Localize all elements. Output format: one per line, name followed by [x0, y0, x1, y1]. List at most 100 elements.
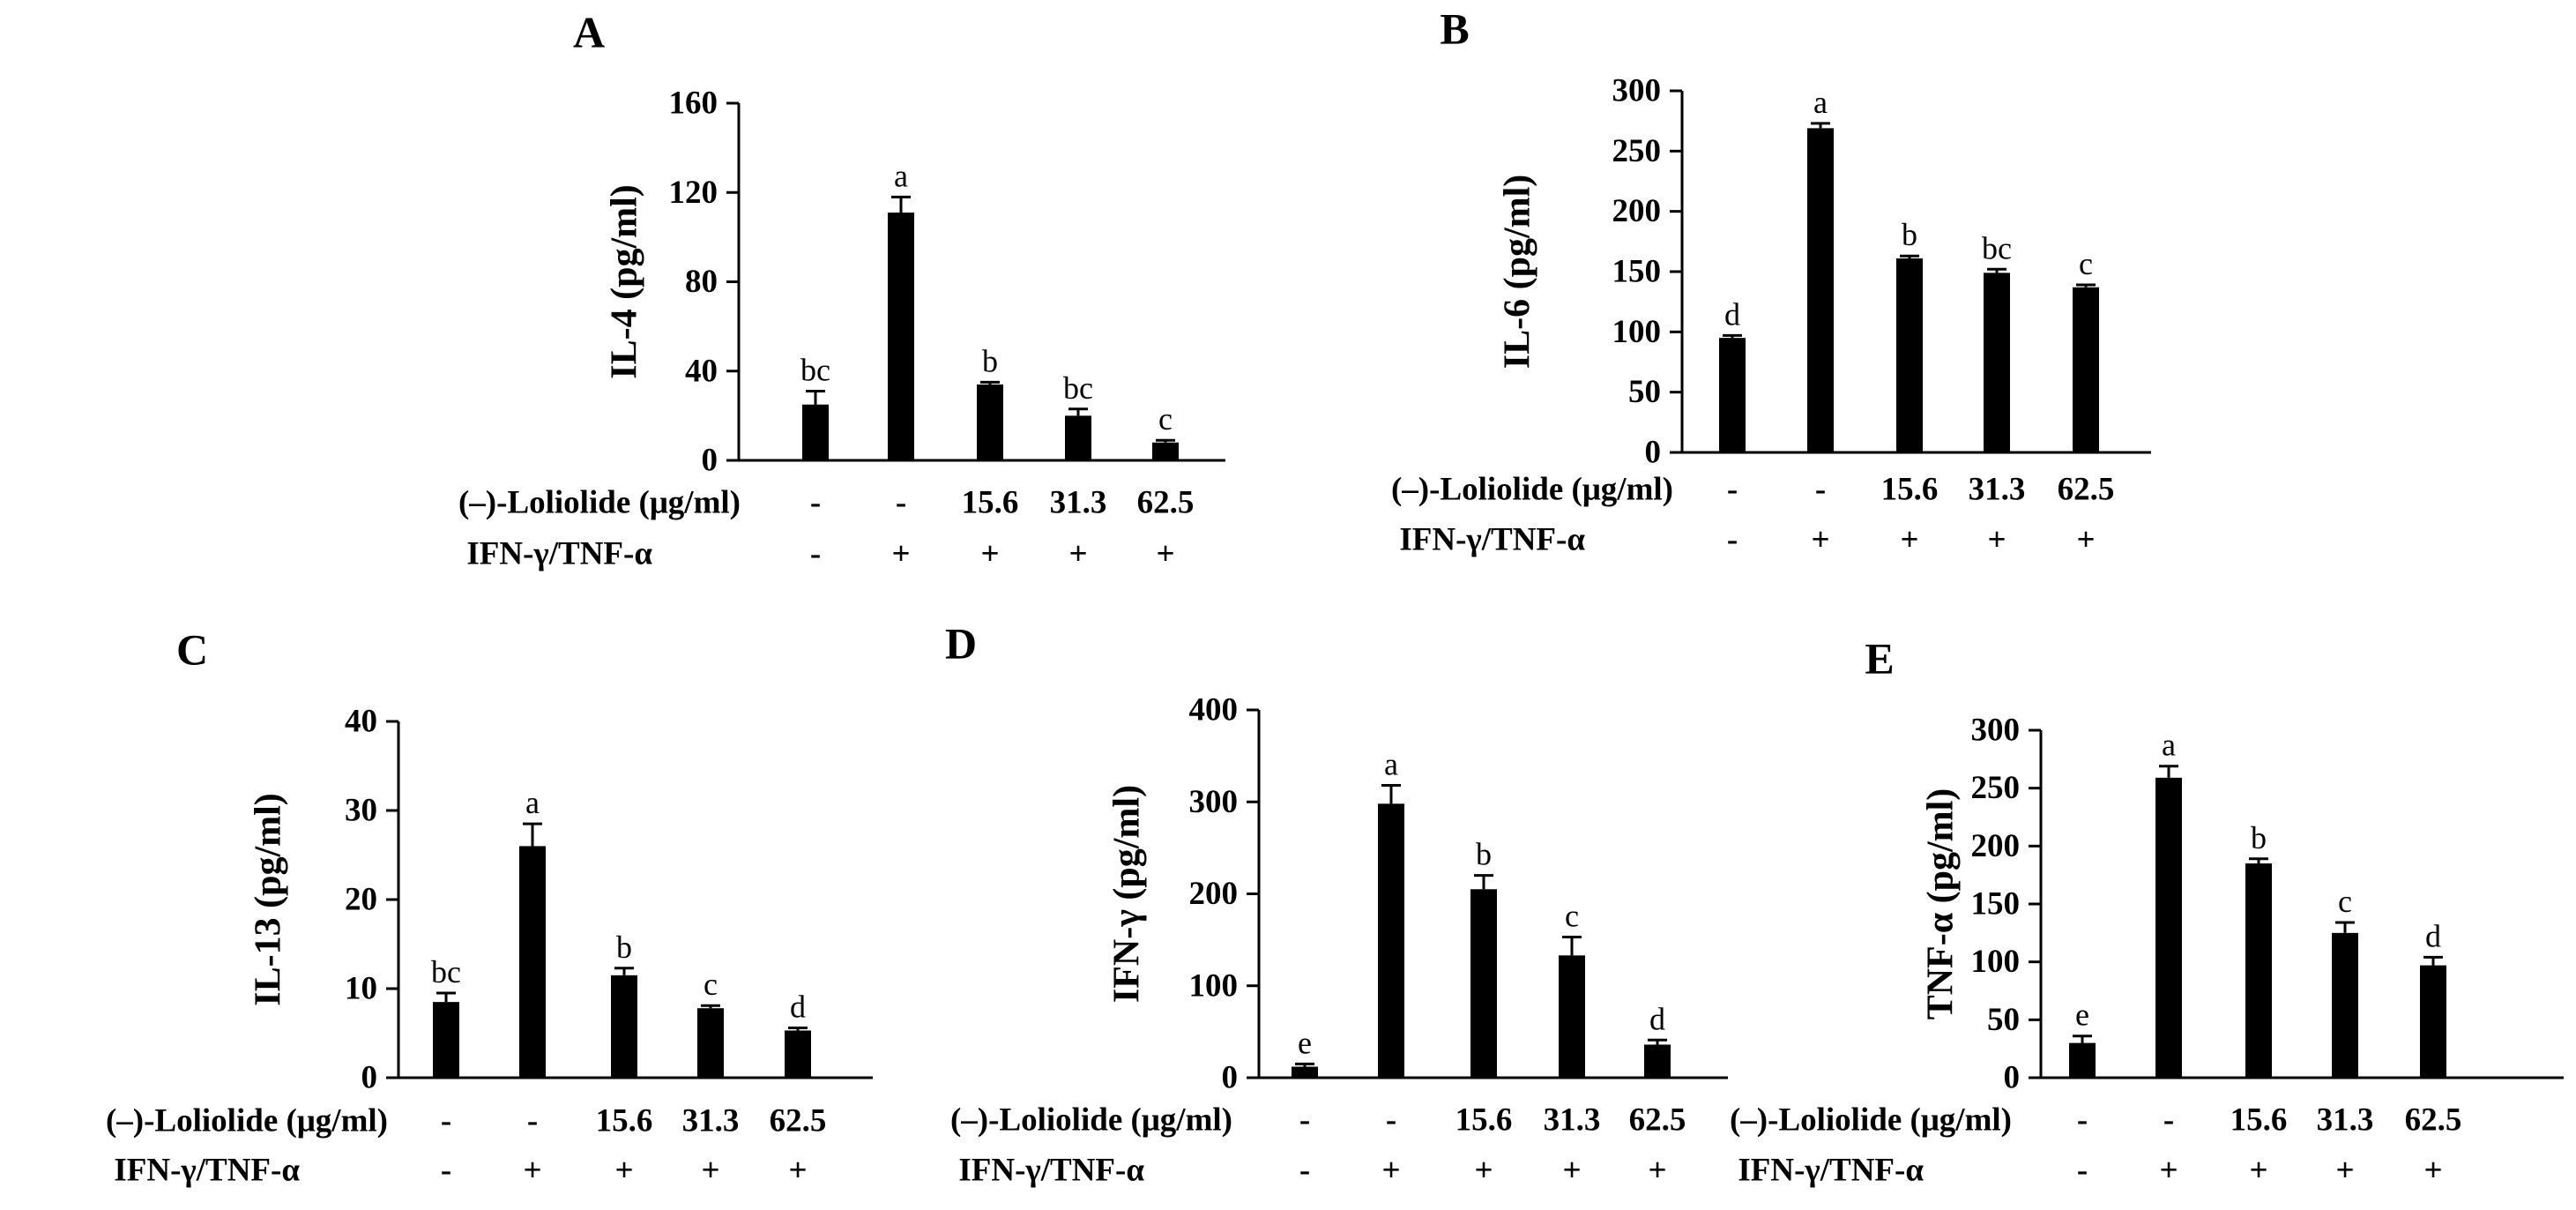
panel-c-loliolide-value: 31.3 [682, 1103, 740, 1139]
panel-c-significance-letter: b [616, 930, 632, 965]
panel-c-y-tick-label: 0 [361, 1060, 378, 1096]
panel-b-loliolide-value: 31.3 [1969, 472, 2026, 508]
panel-a-loliolide-value: 15.6 [962, 485, 1019, 521]
panel-d-significance-letter: e [1298, 1025, 1312, 1060]
panel-b-ifn-tnf-value: + [1900, 522, 1918, 558]
panel-e-bar [2155, 777, 2182, 1078]
panel-e-significance-letter: a [2162, 728, 2176, 763]
panel-e-bar [2245, 863, 2272, 1078]
panel-c-significance-letter: d [790, 989, 806, 1024]
panel-b-ifn-tnf-value: + [1811, 522, 1829, 558]
panel-a-bar [888, 213, 914, 460]
panel-a-ifn-tnf-value: + [980, 536, 999, 572]
panel-a-y-tick-label: 160 [669, 86, 718, 122]
panel-d-bar [1378, 803, 1404, 1078]
panel-e-ifn-tnf-value: + [2159, 1153, 2178, 1189]
panel-d-significance-letter: c [1565, 898, 1579, 933]
panel-b-y-tick-label: 200 [1612, 193, 1662, 229]
panel-a-y-axis-title: IL-4 (pg/ml) [605, 184, 645, 379]
panel-d-ifn-tnf-value: + [1381, 1153, 1400, 1189]
panel-d-loliolide-value: - [1299, 1102, 1310, 1139]
panel-a-loliolide-label: (–)-Loliolide (μg/ml) [458, 485, 741, 521]
panel-c-loliolide-value: 15.6 [596, 1103, 653, 1139]
panel-a-ifn-tnf-value: + [1068, 536, 1087, 572]
panel-e-y-tick-label: 100 [1971, 944, 2021, 980]
panel-e-y-axis-title: TNF-α (pg/ml) [1921, 788, 1962, 1020]
panel-d-ifn-tnf-label: IFN-γ/TNF-α [958, 1153, 1144, 1189]
panel-d-y-axis-title: IFN-γ (pg/ml) [1107, 785, 1148, 1003]
panel-d-bar [1559, 955, 1585, 1078]
panel-b-bar [1896, 258, 1923, 452]
panel-d-y-tick-label: 300 [1189, 784, 1239, 820]
panel-a-bar [802, 404, 829, 460]
panel-b-loliolide-value: 15.6 [1881, 472, 1939, 508]
panel-a-ifn-tnf-value: + [1156, 536, 1174, 572]
panel-c-loliolide-label: (–)-Loliolide (μg/ml) [106, 1103, 388, 1139]
panel-b-significance-letter: c [2079, 246, 2093, 281]
panel-c-significance-letter: bc [431, 954, 461, 990]
panel-a-significance-letter: c [1158, 401, 1173, 437]
panel-d-loliolide-value: 31.3 [1544, 1102, 1601, 1139]
panel-c-ifn-tnf-label: IFN-γ/TNF-α [114, 1153, 300, 1189]
panel-c-y-tick-label: 20 [345, 882, 377, 918]
panel-b-y-tick-label: 50 [1628, 374, 1661, 410]
panel-d-loliolide-value: - [1386, 1102, 1396, 1139]
panel-a-bar [1152, 442, 1179, 460]
panel-b-y-axis-title: IL-6 (pg/ml) [1498, 175, 1538, 370]
panel-d-y-tick-label: 100 [1189, 967, 1239, 1004]
panel-e-bar [2069, 1042, 2096, 1078]
panel-b-significance-letter: a [1813, 85, 1828, 120]
panel-b-bar [1719, 338, 1746, 452]
panel-b-ifn-tnf-value: + [2076, 522, 2095, 558]
panel-c-loliolide-value: - [527, 1103, 538, 1139]
panel-e-loliolide-value: - [2077, 1102, 2088, 1139]
panel-a-loliolide-value: - [896, 485, 906, 521]
panel-b-ifn-tnf-value: - [1727, 522, 1738, 558]
panel-b-significance-letter: b [1902, 217, 1917, 252]
panel-d-ifn-tnf-value: + [1562, 1153, 1581, 1189]
panel-d-ifn-tnf-value: + [1648, 1153, 1666, 1189]
panel-e-ifn-tnf-value: - [2077, 1153, 2088, 1189]
panel-e-bar [2332, 932, 2358, 1078]
panel-e-ifn-tnf-value: + [2423, 1153, 2442, 1189]
panel-e-bar [2420, 965, 2446, 1078]
panel-b-loliolide-value: 62.5 [2058, 472, 2115, 508]
panel-a-ifn-tnf-value: - [810, 536, 821, 572]
panel-c-bar [433, 1002, 459, 1078]
panel-e-ifn-tnf-value: + [2335, 1153, 2354, 1189]
panel-c-y-tick-label: 40 [345, 704, 377, 740]
panel-b-significance-letter: bc [1982, 230, 2012, 265]
panel-b-y-tick-label: 150 [1612, 254, 1662, 290]
panel-b-bar [2073, 287, 2099, 452]
panel-e-significance-letter: e [2075, 997, 2089, 1033]
panel-c-y-tick-label: 30 [345, 793, 377, 829]
panel-d-y-tick-label: 0 [1222, 1060, 1239, 1096]
panel-c-loliolide-value: - [441, 1103, 451, 1139]
panel-b-y-tick-label: 250 [1612, 133, 1662, 169]
panel-c-y-axis-title: IL-13 (pg/ml) [249, 793, 289, 1006]
panel-e-y-tick-label: 250 [1971, 770, 2021, 806]
panel-a-significance-letter: b [982, 343, 998, 378]
panel-e-y-tick-label: 200 [1971, 828, 2021, 864]
panel-c-ifn-tnf-value: + [788, 1153, 807, 1189]
panel-b-significance-letter: d [1724, 296, 1740, 332]
panel-a-loliolide-value: 62.5 [1137, 485, 1195, 521]
panel-c-ifn-tnf-value: - [441, 1153, 451, 1189]
panel-e-loliolide-value: 31.3 [2317, 1102, 2374, 1139]
panel-e-ifn-tnf-label: IFN-γ/TNF-α [1738, 1153, 1924, 1189]
panel-e-loliolide-value: 62.5 [2405, 1102, 2462, 1139]
panel-e-y-tick-label: 150 [1971, 886, 2021, 922]
panel-d-loliolide-value: 62.5 [1629, 1102, 1686, 1139]
panel-a-label: A [573, 7, 605, 56]
panel-b-y-tick-label: 0 [1645, 435, 1662, 471]
panel-a-bar [1065, 415, 1091, 460]
panel-d-bar [1292, 1066, 1318, 1078]
panel-c-significance-letter: c [704, 967, 718, 1002]
panel-c-ifn-tnf-value: + [614, 1153, 633, 1189]
panel-e-loliolide-label: (–)-Loliolide (μg/ml) [1730, 1102, 2012, 1139]
panel-a-y-tick-label: 0 [702, 443, 718, 479]
panel-d-bar [1644, 1044, 1671, 1078]
panel-e-ifn-tnf-value: + [2249, 1153, 2267, 1189]
panel-d-y-tick-label: 200 [1189, 876, 1239, 912]
panel-c-ifn-tnf-value: + [523, 1153, 541, 1189]
